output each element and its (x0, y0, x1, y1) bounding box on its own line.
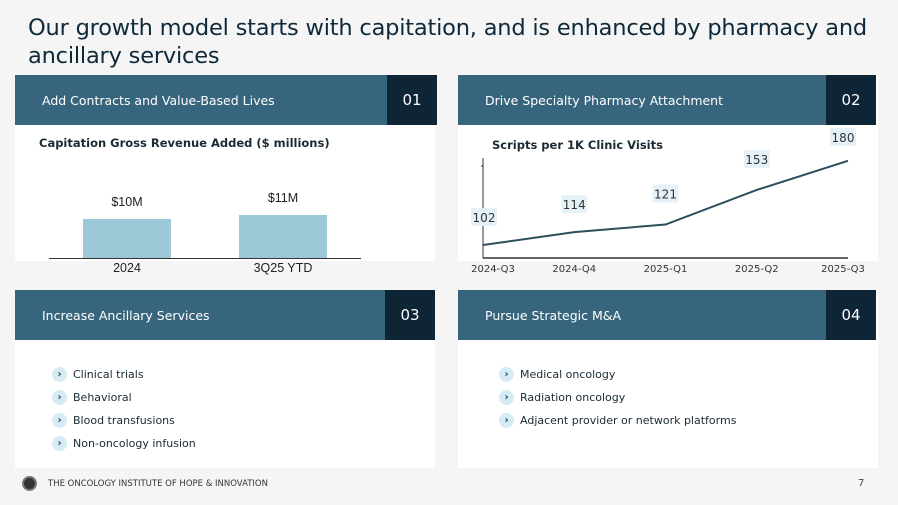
data-label-bg (471, 208, 497, 227)
line-chart: 102 2024-Q3 114 2024-Q4 121 2025-Q1 153 2025-Q2… (471, 127, 865, 275)
x-tick-label: 2024-Q3 (471, 264, 515, 275)
chevron-right-icon: › (499, 413, 514, 428)
list-item: › Adjacent provider or network platforms (499, 409, 736, 432)
card-header: Pursue Strategic M&A (458, 290, 826, 340)
chevron-right-icon: › (52, 413, 67, 428)
card-header: Increase Ancillary Services (15, 290, 385, 340)
x-axis (49, 258, 361, 259)
page-title: Our growth model starts with capitation,… (28, 15, 867, 69)
list-item: › Behavioral (52, 386, 196, 409)
data-label: 102 (473, 211, 496, 225)
card-number: 02 (826, 75, 876, 125)
card-mna: Pursue Strategic M&A 04 › Medical oncolog… (458, 290, 878, 468)
service-list: › Clinical trials › Behavioral › Blood tran… (52, 363, 196, 455)
bar-data-label: $10M (111, 195, 143, 209)
list-item: › Clinical trials (52, 363, 196, 386)
card-pharmacy: Drive Specialty Pharmacy Attachment 02 S… (458, 75, 878, 275)
page-number: 7 (858, 478, 865, 489)
chevron-right-icon: › (499, 390, 514, 405)
list-item: › Radiation oncology (499, 386, 736, 409)
footer-org: THE ONCOLOGY INSTITUTE OF HOPE & INNOVAT… (48, 479, 268, 489)
chevron-right-icon: › (499, 367, 514, 382)
x-tick-label: 2025-Q2 (735, 264, 779, 275)
bar-2024 (83, 219, 171, 258)
chevron-right-icon: › (52, 436, 67, 451)
list-item: › Blood transfusions (52, 409, 196, 432)
data-label-bg (652, 184, 679, 203)
institute-logo-icon (22, 476, 37, 491)
mna-list: › Medical oncology › Radiation oncology › A… (499, 363, 736, 432)
card-number: 03 (385, 290, 435, 340)
series-line (482, 159, 849, 247)
card-number: 01 (387, 75, 437, 125)
data-label: 180 (832, 131, 855, 145)
chevron-right-icon: › (52, 390, 67, 405)
x-tick-label: 2024-Q4 (552, 264, 596, 275)
x-tick-label: 2024 (113, 261, 141, 275)
card-ancillary: Increase Ancillary Services 03 › Clinical… (15, 290, 435, 468)
data-label-bg (830, 127, 856, 146)
data-label-bg (561, 195, 588, 214)
card-contracts: Add Contracts and Value-Based Lives 01 C… (15, 75, 437, 275)
data-label-bg (743, 149, 770, 168)
chevron-right-icon: › (52, 367, 67, 382)
data-label: 121 (654, 188, 677, 202)
card-number: 04 (826, 290, 876, 340)
x-tick-label: 2025-Q3 (821, 264, 865, 275)
bar-3Q25 YTD (239, 215, 327, 258)
chart-title: Scripts per 1K Clinic Visits (492, 138, 663, 152)
card-header: Add Contracts and Value-Based Lives (15, 75, 387, 125)
chart-title: Capitation Gross Revenue Added ($ millio… (39, 136, 330, 150)
card-header: Drive Specialty Pharmacy Attachment (458, 75, 826, 125)
list-item: › Non-oncology infusion (52, 432, 196, 455)
list-item: › Medical oncology (499, 363, 736, 386)
data-label: 114 (563, 198, 586, 212)
x-tick-label: 3Q25 YTD (253, 261, 313, 275)
bar-data-label: $11M (267, 191, 299, 206)
data-label: 153 (745, 153, 768, 167)
x-tick-label: 2025-Q1 (644, 264, 688, 275)
